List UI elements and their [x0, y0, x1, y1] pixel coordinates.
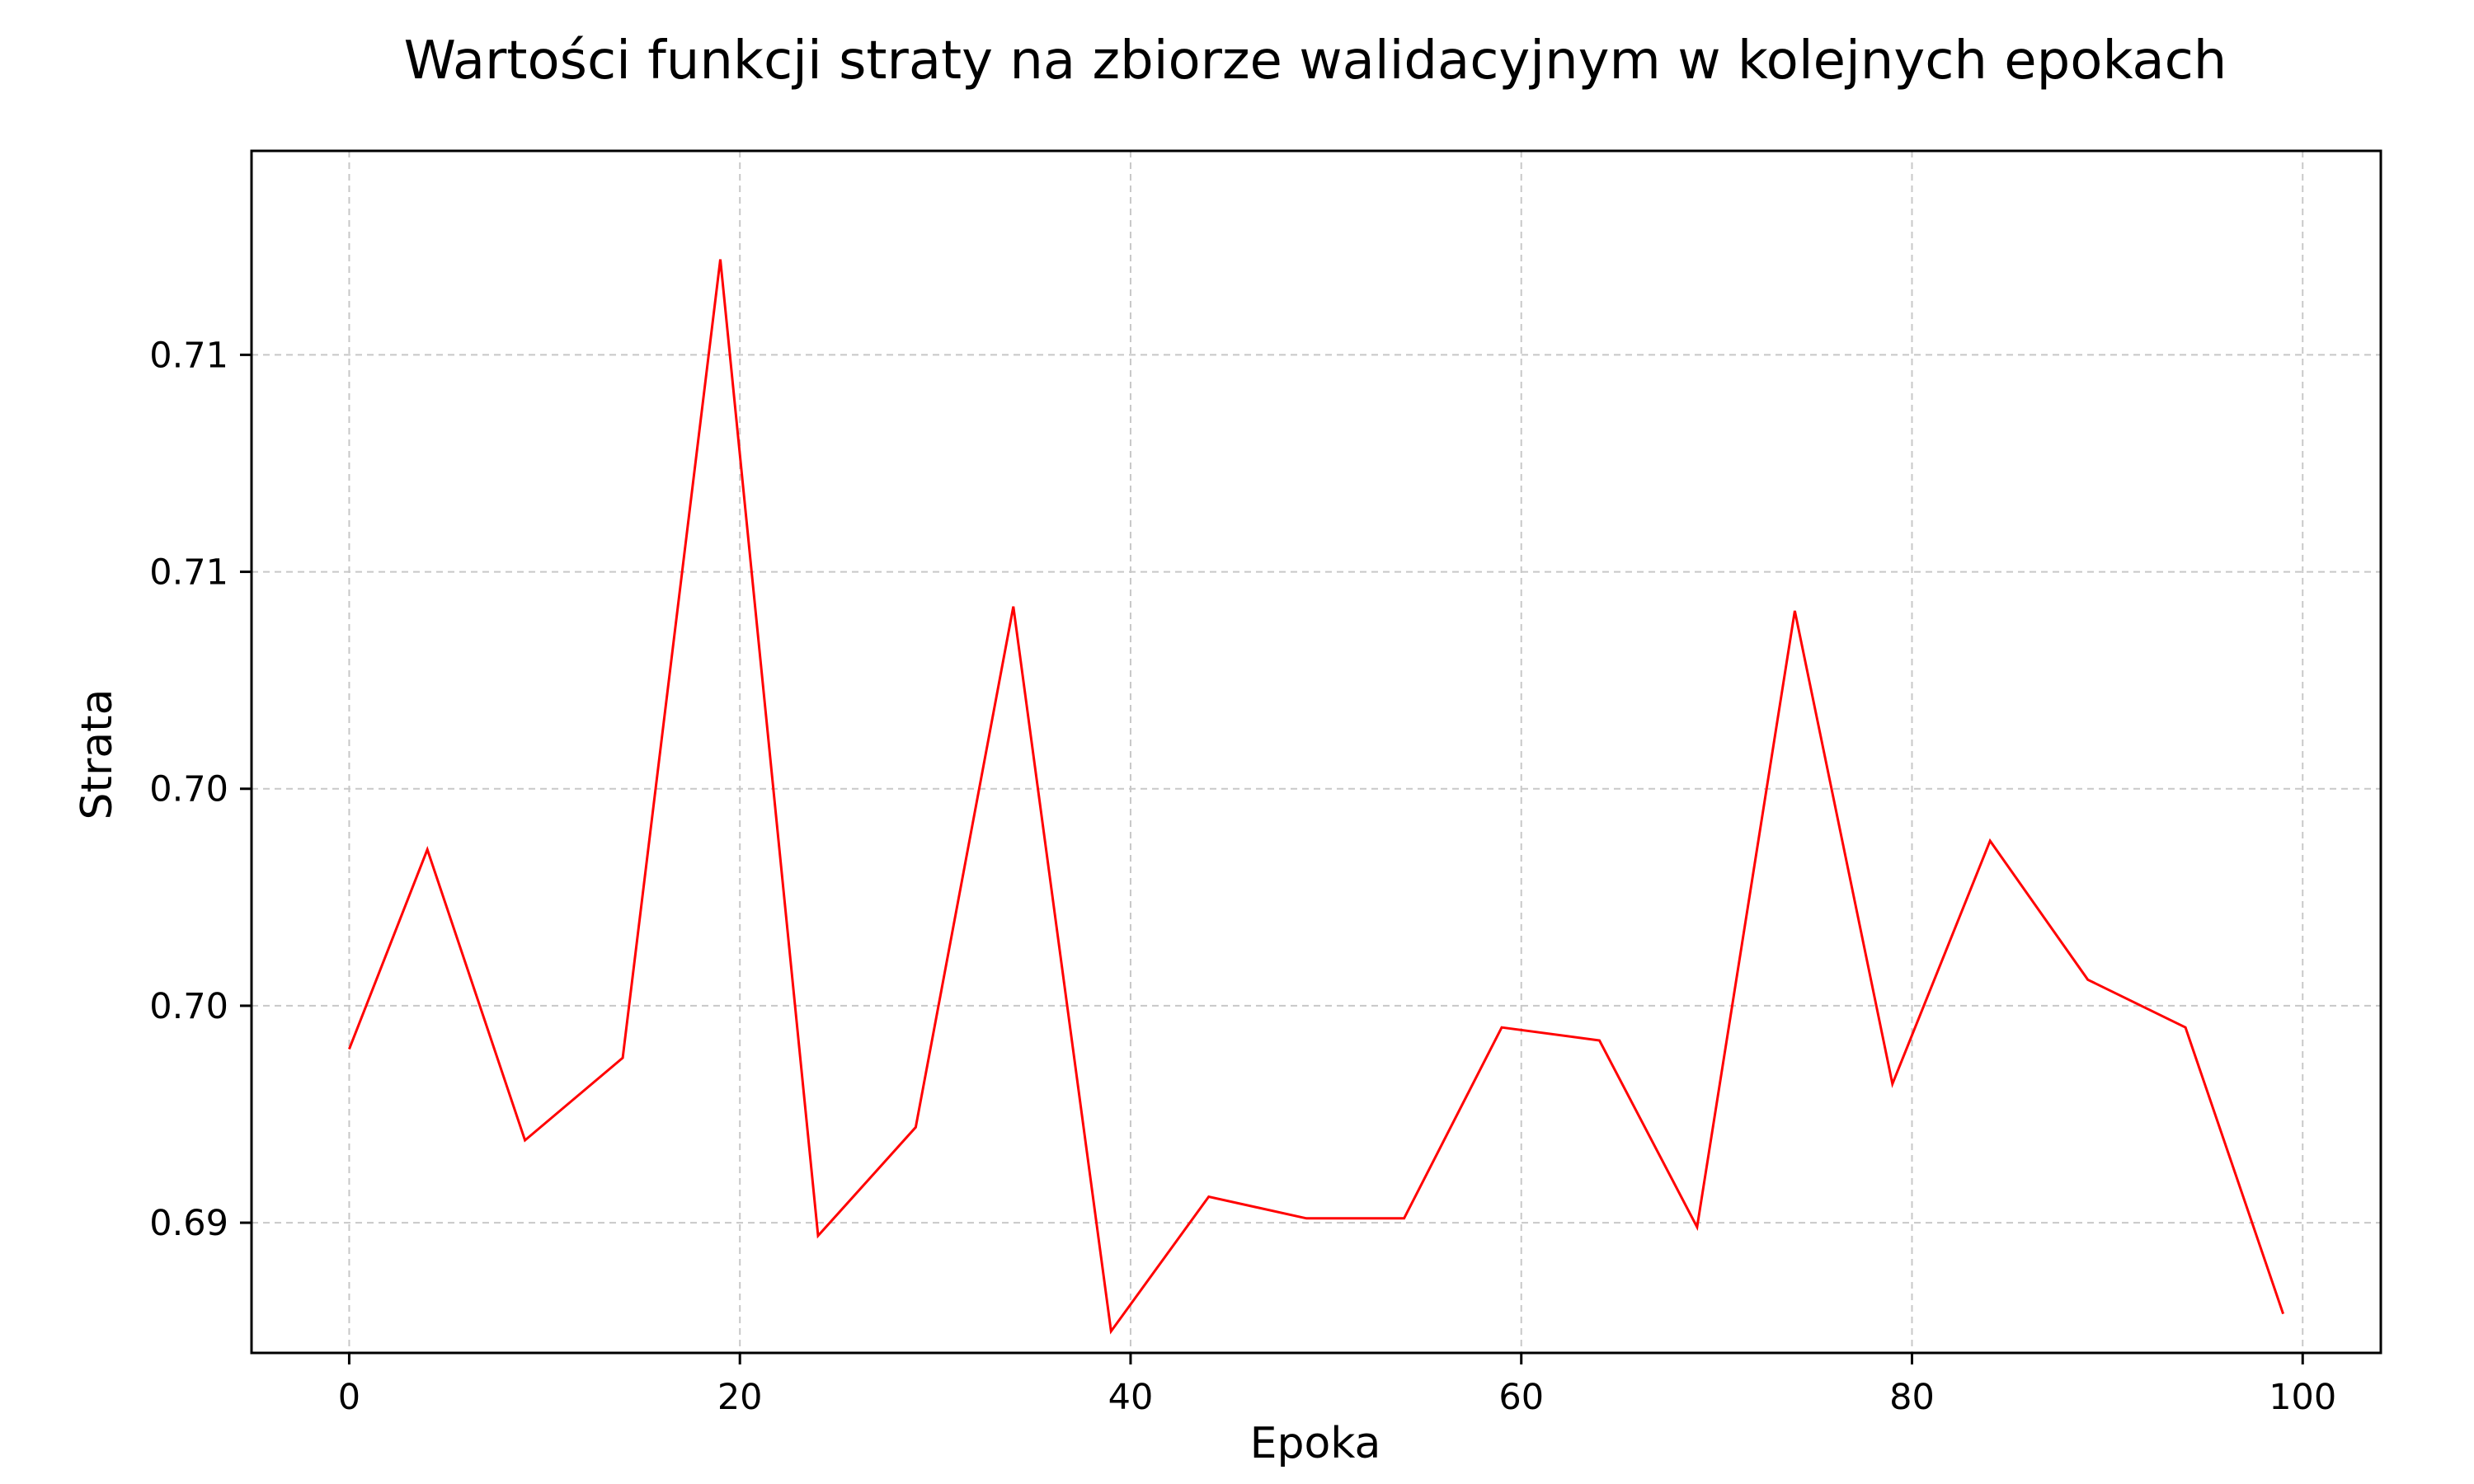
- x-tick-label: 100: [2269, 1377, 2336, 1418]
- x-axis-label: Epoka: [1250, 1419, 1381, 1468]
- y-tick-label: 0.70: [149, 769, 228, 810]
- y-tick-label: 0.71: [149, 552, 228, 594]
- x-tick-label: 20: [717, 1377, 763, 1418]
- x-tick-label: 40: [1108, 1377, 1154, 1418]
- y-tick-label: 0.71: [149, 335, 228, 376]
- x-tick-label: 80: [1889, 1377, 1935, 1418]
- chart-title: Wartości funkcji straty na zbiorze walid…: [404, 31, 2227, 92]
- y-tick-label: 0.69: [149, 1203, 228, 1244]
- x-tick-label: 60: [1498, 1377, 1544, 1418]
- y-tick-label: 0.70: [149, 986, 228, 1027]
- plot-frame: [250, 149, 2382, 1355]
- series-line-0: [348, 259, 2285, 1335]
- x-tick-label: 0: [338, 1377, 360, 1418]
- tick-layer: 0 20 40 60 80 100 0.69 0.70 0.70 0.71 0.71: [149, 335, 2336, 1418]
- y-axis-label: Strata: [73, 689, 122, 820]
- series-layer: [348, 259, 2285, 1335]
- grid-layer: [252, 151, 2381, 1353]
